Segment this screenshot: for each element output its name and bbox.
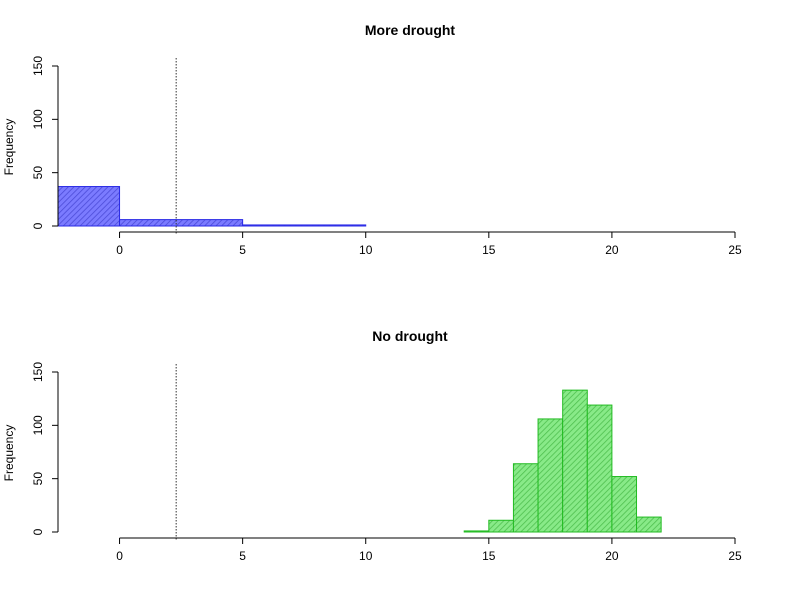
histogram-bar	[562, 389, 588, 533]
histogram-bar	[537, 418, 564, 533]
histogram-bar	[636, 516, 662, 533]
histogram-bar	[488, 519, 514, 533]
x-axis: 0 5 10 15 20 25	[116, 537, 742, 563]
x-tick-label: 10	[359, 243, 373, 257]
y-tick-label: 0	[31, 528, 45, 535]
histogram-bar	[611, 476, 638, 533]
y-tick-label: 150	[31, 362, 45, 382]
x-tick-label: 25	[728, 549, 742, 563]
x-tick-label: 15	[482, 549, 496, 563]
panel-no-drought: No drought Frequency 0 5 10 15 20 25 0 50 100 15…	[2, 328, 742, 563]
x-tick-label: 5	[239, 549, 246, 563]
y-axis: 0 50 100 150	[31, 56, 59, 229]
histogram-bar	[57, 186, 121, 227]
x-tick-label: 10	[359, 549, 373, 563]
histogram-bar	[586, 404, 613, 533]
x-tick-label: 15	[482, 243, 496, 257]
x-tick-label: 20	[605, 243, 619, 257]
histogram-bar	[512, 463, 539, 533]
y-axis-label: Frequency	[2, 119, 16, 176]
bars	[57, 186, 367, 227]
histogram-bar	[463, 530, 490, 533]
histogram-bar	[242, 224, 367, 227]
x-tick-label: 25	[728, 243, 742, 257]
chart-title: More drought	[365, 22, 456, 38]
x-tick-label: 20	[605, 549, 619, 563]
x-tick-label: 5	[239, 243, 246, 257]
panel-more-drought: More drought Frequency 0 5 10 15 20 25 0 50 100…	[2, 22, 742, 257]
y-tick-label: 100	[31, 415, 45, 435]
chart-title: No drought	[372, 328, 448, 344]
bars	[463, 389, 662, 533]
x-tick-label: 0	[116, 243, 123, 257]
y-tick-label: 50	[31, 472, 45, 486]
y-axis-label: Frequency	[2, 425, 16, 482]
y-tick-label: 50	[31, 166, 45, 180]
y-tick-label: 0	[31, 222, 45, 229]
y-tick-label: 150	[31, 56, 45, 76]
histogram-bar	[119, 219, 244, 227]
y-axis: 0 50 100 150	[31, 362, 59, 535]
x-tick-label: 0	[116, 549, 123, 563]
y-tick-label: 100	[31, 109, 45, 129]
x-axis: 0 5 10 15 20 25	[116, 231, 742, 257]
